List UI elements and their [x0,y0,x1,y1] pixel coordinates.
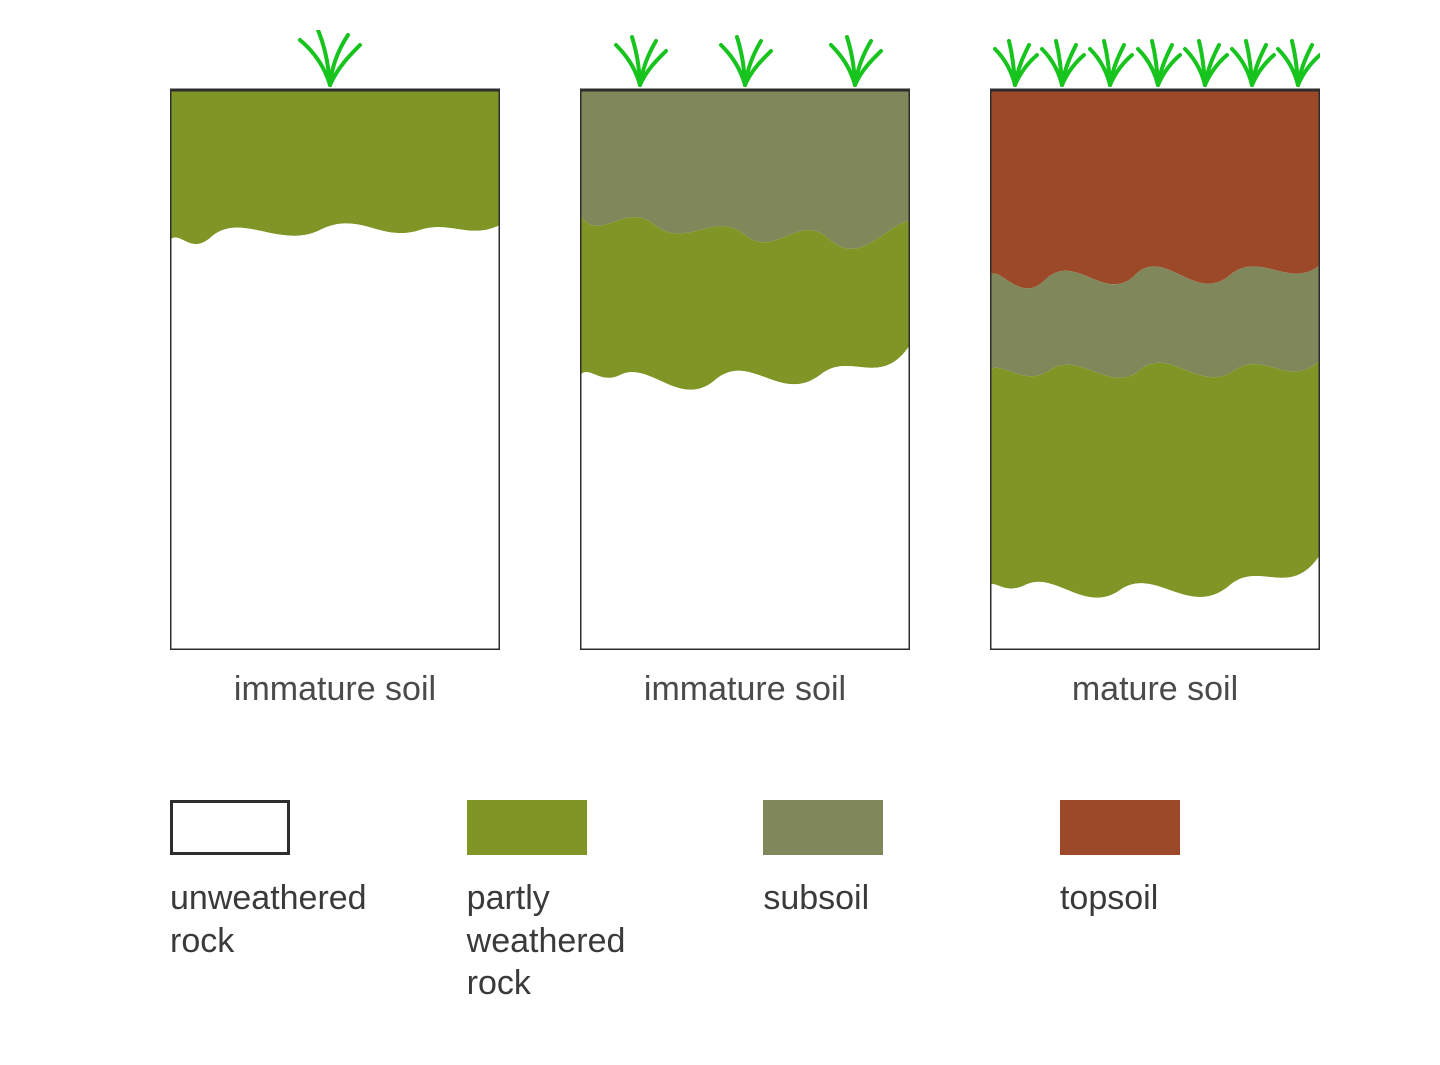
profiles-row: immature soil [170,30,1320,710]
legend-label-subsoil: subsoil [763,877,869,920]
profile-svg-1 [170,30,500,650]
profile-immature-2: immature soil [580,30,910,710]
legend-item-partly-weathered: partly weathered rock [467,800,727,1005]
profile-caption-2: immature soil [644,670,846,709]
layer-topsoil [990,90,1320,288]
legend-label-topsoil: topsoil [1060,877,1158,920]
profile-caption-3: mature soil [1072,670,1238,709]
profile-caption-1: immature soil [234,670,436,709]
swatch-subsoil [763,800,883,855]
layer-unweathered [170,223,500,650]
layer-partly-weathered [990,360,1320,598]
grass-clump-icon [721,37,771,85]
grass-clump-icon [831,37,881,85]
swatch-topsoil [1060,800,1180,855]
legend-item-unweathered: unweathered rock [170,800,430,1005]
legend-label-partly-weathered: partly weathered rock [467,877,626,1005]
legend-item-topsoil: topsoil [1060,800,1320,1005]
swatch-unweathered [170,800,290,855]
legend-item-subsoil: subsoil [763,800,1023,1005]
grass-clump-icon [1138,41,1180,85]
grass-clump-icon [300,30,360,85]
swatch-partly-weathered [467,800,587,855]
grass-clump-icon [616,37,666,85]
soil-diagram: immature soil [0,0,1440,1065]
layer-unweathered [580,345,910,650]
grass-group-1 [300,30,360,85]
grass-clump-icon [1090,41,1132,85]
profile-immature-1: immature soil [170,30,500,710]
grass-clump-icon [995,41,1037,85]
grass-clump-icon [1278,41,1320,85]
grass-clump-icon [1042,41,1084,85]
grass-clump-icon [1185,41,1227,85]
legend-row: unweathered rock partly weathered rock s… [170,800,1320,1005]
layer-partly-weathered [170,90,500,244]
grass-clump-icon [1232,41,1274,85]
grass-group-2 [616,37,881,85]
profile-svg-3 [990,30,1320,650]
legend-label-unweathered: unweathered rock [170,877,367,962]
profile-svg-2 [580,30,910,650]
profile-mature: mature soil [990,30,1320,710]
grass-group-3 [995,41,1320,85]
